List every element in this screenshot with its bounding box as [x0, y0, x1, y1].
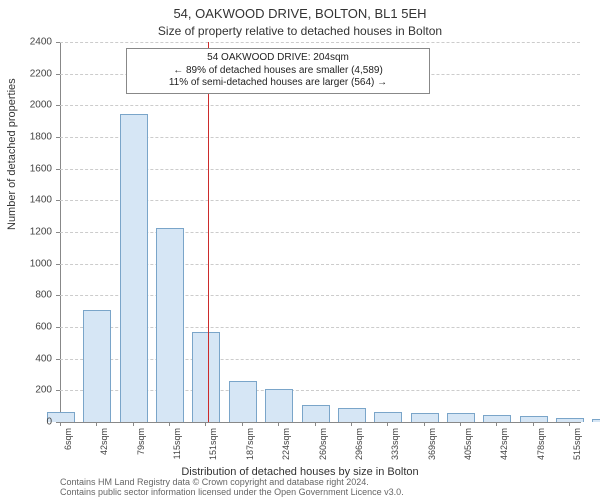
xtick-mark — [133, 422, 134, 426]
xtick-label: 369sqm — [427, 428, 437, 460]
chart-container: 54, OAKWOOD DRIVE, BOLTON, BL1 5EH Size … — [0, 0, 600, 500]
xtick-label: 405sqm — [463, 428, 473, 460]
annotation-line: 54 OAKWOOD DRIVE: 204sqm — [133, 52, 423, 65]
ytick-mark — [56, 200, 60, 201]
ytick-mark — [56, 359, 60, 360]
histogram-bar — [156, 228, 184, 422]
histogram-bar — [374, 412, 402, 423]
histogram-bar — [83, 310, 111, 422]
ytick-mark — [56, 105, 60, 106]
ytick-mark — [56, 264, 60, 265]
xtick-mark — [242, 422, 243, 426]
histogram-bar — [338, 408, 366, 422]
ytick-label: 1000 — [16, 258, 52, 269]
ytick-label: 1800 — [16, 132, 52, 143]
ytick-label: 1400 — [16, 195, 52, 206]
x-axis-label: Distribution of detached houses by size … — [0, 466, 600, 478]
histogram-bar — [265, 389, 293, 422]
ytick-label: 200 — [16, 385, 52, 396]
gridline — [60, 105, 580, 106]
xtick-label: 515sqm — [572, 428, 582, 460]
xtick-label: 478sqm — [536, 428, 546, 460]
caption: Contains HM Land Registry data © Crown c… — [60, 478, 404, 498]
xtick-mark — [205, 422, 206, 426]
histogram-bar — [192, 332, 220, 422]
ytick-mark — [56, 232, 60, 233]
xtick-mark — [424, 422, 425, 426]
xtick-mark — [569, 422, 570, 426]
annotation-box: 54 OAKWOOD DRIVE: 204sqm← 89% of detache… — [126, 48, 430, 94]
xtick-label: 296sqm — [354, 428, 364, 460]
ytick-mark — [56, 295, 60, 296]
ytick-mark — [56, 390, 60, 391]
xtick-label: 79sqm — [136, 428, 146, 455]
histogram-bar — [447, 413, 475, 422]
caption-line-2: Contains public sector information licen… — [60, 488, 404, 498]
histogram-bar — [302, 405, 330, 422]
histogram-bar — [411, 413, 439, 422]
xtick-label: 260sqm — [318, 428, 328, 460]
ytick-mark — [56, 74, 60, 75]
reference-line — [208, 42, 209, 422]
histogram-bar — [483, 415, 511, 422]
ytick-label: 0 — [16, 417, 52, 428]
histogram-bar — [229, 381, 257, 422]
ytick-label: 800 — [16, 290, 52, 301]
xtick-mark — [387, 422, 388, 426]
xtick-label: 333sqm — [390, 428, 400, 460]
xtick-mark — [60, 422, 61, 426]
ytick-mark — [56, 42, 60, 43]
xtick-mark — [496, 422, 497, 426]
xtick-label: 442sqm — [499, 428, 509, 460]
xtick-mark — [315, 422, 316, 426]
ytick-mark — [56, 137, 60, 138]
histogram-bar — [520, 416, 548, 422]
address-title: 54, OAKWOOD DRIVE, BOLTON, BL1 5EH — [0, 6, 600, 21]
ytick-label: 400 — [16, 353, 52, 364]
annotation-line: ← 89% of detached houses are smaller (4,… — [133, 65, 423, 78]
xtick-label: 224sqm — [281, 428, 291, 460]
xtick-label: 42sqm — [99, 428, 109, 455]
ytick-label: 600 — [16, 322, 52, 333]
subtitle: Size of property relative to detached ho… — [0, 24, 600, 38]
ytick-label: 2000 — [16, 100, 52, 111]
histogram-bar — [556, 418, 584, 422]
xtick-label: 6sqm — [63, 428, 73, 450]
xtick-label: 187sqm — [245, 428, 255, 460]
ytick-mark — [56, 169, 60, 170]
xtick-label: 115sqm — [172, 428, 182, 459]
histogram-bar — [592, 419, 600, 422]
xtick-mark — [460, 422, 461, 426]
xtick-mark — [278, 422, 279, 426]
plot-area: 54 OAKWOOD DRIVE: 204sqm← 89% of detache… — [60, 42, 580, 422]
ytick-label: 2400 — [16, 37, 52, 48]
gridline — [60, 42, 580, 43]
ytick-label: 1600 — [16, 163, 52, 174]
histogram-bar — [120, 114, 148, 422]
xtick-mark — [169, 422, 170, 426]
ytick-label: 2200 — [16, 68, 52, 79]
ytick-mark — [56, 327, 60, 328]
ytick-label: 1200 — [16, 227, 52, 238]
annotation-line: 11% of semi-detached houses are larger (… — [133, 77, 423, 90]
xtick-mark — [96, 422, 97, 426]
xtick-mark — [351, 422, 352, 426]
xtick-mark — [533, 422, 534, 426]
xtick-label: 151sqm — [208, 428, 218, 460]
